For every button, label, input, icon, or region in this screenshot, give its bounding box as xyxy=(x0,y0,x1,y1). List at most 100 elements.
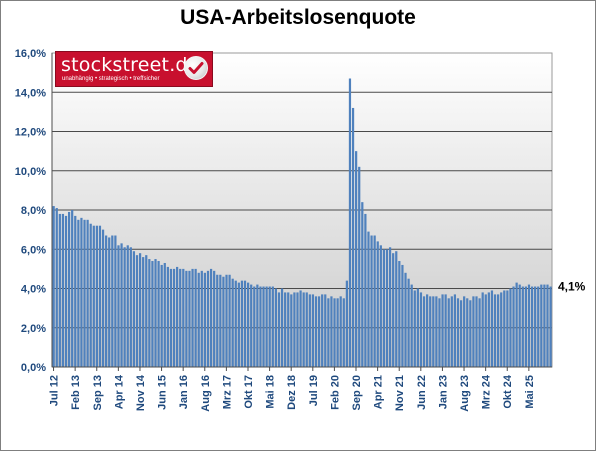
bar xyxy=(432,296,435,367)
bar xyxy=(361,202,364,367)
bar xyxy=(129,247,132,367)
bar xyxy=(447,298,450,367)
bar xyxy=(388,247,392,367)
bar xyxy=(336,298,339,367)
x-tick-label: Jul 12 xyxy=(49,375,61,406)
bar xyxy=(317,296,321,367)
bar xyxy=(367,231,370,367)
bar xyxy=(225,274,228,367)
bar xyxy=(503,290,506,367)
y-tick-label: 12,0% xyxy=(15,127,46,139)
bar-series xyxy=(52,78,552,368)
bar xyxy=(142,257,145,367)
bar xyxy=(111,235,114,367)
bar xyxy=(105,235,108,367)
bar xyxy=(518,284,521,367)
bar xyxy=(530,286,534,367)
x-tick-label: Jan 23 xyxy=(437,375,449,409)
bar xyxy=(543,284,546,367)
bar xyxy=(206,270,210,367)
bar xyxy=(89,223,92,367)
bar xyxy=(277,292,281,367)
bar xyxy=(410,284,413,367)
bar xyxy=(95,225,98,367)
x-tick-label: Dez 18 xyxy=(286,375,298,410)
bar xyxy=(339,296,342,367)
y-tick-label: 14,0% xyxy=(15,87,46,99)
bar xyxy=(138,253,142,367)
bar xyxy=(265,286,268,367)
bar xyxy=(154,259,157,367)
bar xyxy=(463,296,466,367)
bar xyxy=(413,290,416,367)
bar xyxy=(247,282,250,367)
bar xyxy=(481,292,484,367)
bar xyxy=(456,298,460,367)
bar xyxy=(61,213,65,367)
bar xyxy=(469,300,472,367)
bar xyxy=(475,296,478,367)
x-tick-label: Jun 15 xyxy=(157,375,169,410)
bar xyxy=(348,78,352,367)
bar xyxy=(216,274,219,367)
bar xyxy=(290,294,293,367)
bar xyxy=(450,296,453,367)
bar xyxy=(358,166,361,367)
bar xyxy=(515,282,518,367)
bar xyxy=(188,270,191,367)
bar xyxy=(308,294,311,367)
bar xyxy=(376,241,379,367)
bar xyxy=(478,298,481,367)
bar xyxy=(472,296,475,367)
bar xyxy=(145,255,148,367)
x-tick-label: Sep 20 xyxy=(351,375,363,410)
bar xyxy=(385,249,389,367)
bar xyxy=(126,245,129,367)
bar xyxy=(213,270,216,367)
bar xyxy=(333,298,336,367)
bar xyxy=(540,284,543,367)
bar xyxy=(342,298,345,367)
checkmark-icon xyxy=(184,56,208,80)
bar xyxy=(302,292,305,367)
bar xyxy=(169,268,173,368)
bar xyxy=(64,215,68,367)
bar xyxy=(484,294,487,367)
bar xyxy=(108,237,111,367)
bar xyxy=(546,284,549,367)
x-tick-label: Feb 13 xyxy=(70,375,82,410)
bar xyxy=(101,229,105,368)
bar xyxy=(379,245,382,367)
bar xyxy=(527,284,531,367)
bar xyxy=(500,292,503,367)
last-value-label: 4,1% xyxy=(558,280,586,294)
bar xyxy=(321,294,324,367)
bar xyxy=(280,288,284,367)
y-tick-label: 0,0% xyxy=(21,362,46,374)
bar xyxy=(58,213,61,367)
bar xyxy=(429,296,432,367)
bar xyxy=(311,294,315,367)
bar xyxy=(506,290,509,367)
bar xyxy=(398,261,401,367)
x-tick-label: Jul 19 xyxy=(308,375,320,406)
x-tick-label: Jan 16 xyxy=(178,375,190,409)
bar xyxy=(120,243,123,367)
bar xyxy=(305,292,308,367)
bar xyxy=(55,208,58,367)
bar xyxy=(441,294,444,367)
bar xyxy=(262,286,265,367)
bar xyxy=(176,266,179,367)
x-tick-label: Mai 18 xyxy=(265,375,277,409)
bar xyxy=(351,107,355,367)
bar xyxy=(373,235,376,367)
bar xyxy=(537,286,540,367)
bar xyxy=(509,288,512,367)
stockstreet-logo: stockstreet.de unabhängig • strategisch … xyxy=(55,51,213,87)
bar xyxy=(67,211,71,367)
x-tick-label: Apr 21 xyxy=(373,375,385,409)
x-tick-label: Mai 25 xyxy=(524,375,536,409)
x-tick-label: Okt 17 xyxy=(243,375,255,409)
x-axis: Jul 12 Feb 13 Sep 13 Apr 14 Nov 14 Jun 15 Jan … xyxy=(49,367,536,412)
